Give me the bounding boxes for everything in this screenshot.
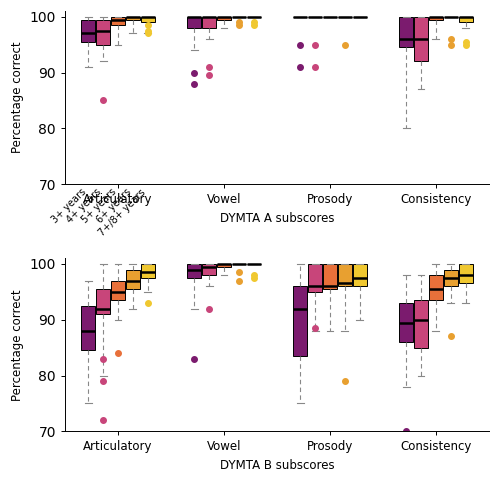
PathPatch shape [400, 17, 413, 47]
PathPatch shape [126, 17, 140, 19]
PathPatch shape [414, 17, 428, 61]
Y-axis label: Percentage correct: Percentage correct [11, 289, 24, 400]
X-axis label: DYMTA A subscores: DYMTA A subscores [220, 212, 334, 225]
PathPatch shape [141, 264, 154, 278]
PathPatch shape [188, 264, 201, 278]
PathPatch shape [82, 306, 95, 350]
PathPatch shape [111, 281, 125, 300]
PathPatch shape [338, 264, 351, 286]
Text: 5+ years: 5+ years [80, 187, 118, 225]
PathPatch shape [96, 19, 110, 44]
PathPatch shape [429, 275, 443, 300]
PathPatch shape [202, 17, 216, 28]
PathPatch shape [294, 286, 307, 356]
PathPatch shape [323, 264, 337, 289]
PathPatch shape [217, 264, 231, 267]
Y-axis label: Percentage correct: Percentage correct [11, 42, 24, 154]
PathPatch shape [202, 264, 216, 275]
PathPatch shape [141, 17, 154, 22]
PathPatch shape [126, 270, 140, 289]
Text: 3+ years: 3+ years [50, 187, 88, 225]
PathPatch shape [444, 270, 458, 286]
PathPatch shape [188, 17, 201, 28]
PathPatch shape [429, 17, 443, 19]
Text: 4+ years: 4+ years [65, 187, 103, 225]
PathPatch shape [82, 19, 95, 42]
PathPatch shape [400, 303, 413, 342]
Text: 7+/8+ years: 7+/8+ years [97, 187, 148, 238]
Text: 6+ years: 6+ years [94, 187, 133, 225]
X-axis label: DYMTA B subscores: DYMTA B subscores [220, 459, 334, 472]
PathPatch shape [96, 289, 110, 314]
PathPatch shape [353, 264, 366, 286]
PathPatch shape [111, 17, 125, 25]
PathPatch shape [217, 17, 231, 19]
PathPatch shape [308, 264, 322, 292]
PathPatch shape [459, 264, 472, 284]
PathPatch shape [414, 300, 428, 348]
PathPatch shape [459, 17, 472, 22]
